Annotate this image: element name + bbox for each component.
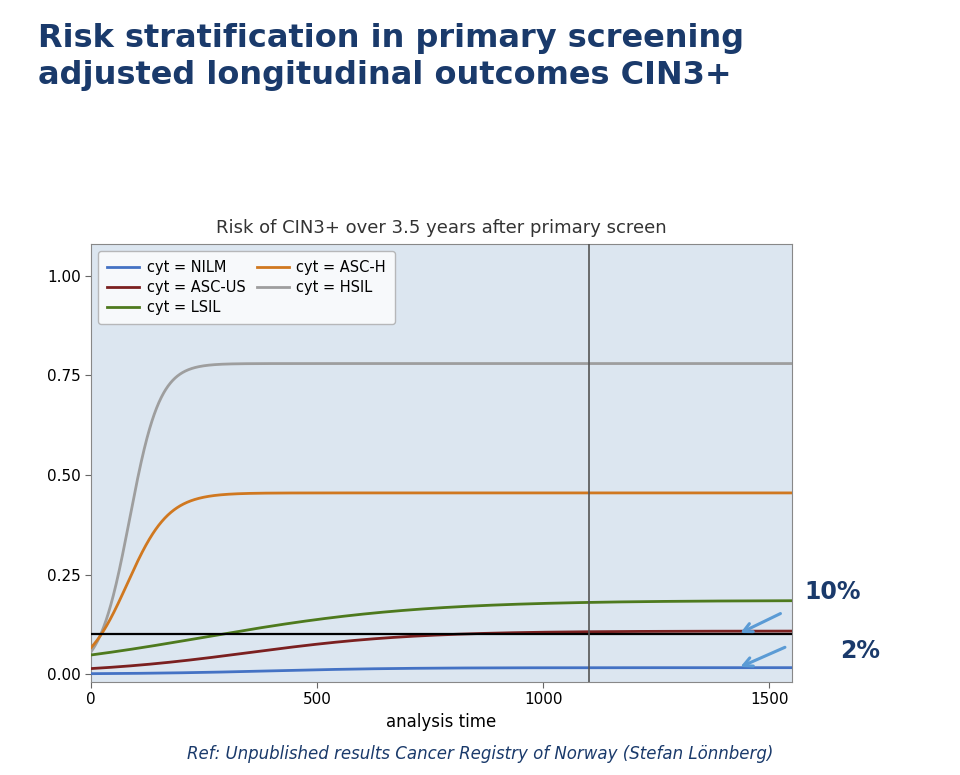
- Text: 10%: 10%: [804, 580, 861, 604]
- X-axis label: analysis time: analysis time: [387, 713, 496, 731]
- Legend: cyt = NILM, cyt = ASC-US, cyt = LSIL, cyt = ASC-H, cyt = HSIL, : cyt = NILM, cyt = ASC-US, cyt = LSIL, cy…: [99, 251, 395, 324]
- Text: Risk stratification in primary screening
adjusted longitudinal outcomes CIN3+: Risk stratification in primary screening…: [38, 23, 745, 91]
- Text: Ref: Unpublished results Cancer Registry of Norway (Stefan Lönnberg): Ref: Unpublished results Cancer Registry…: [187, 746, 773, 763]
- Title: Risk of CIN3+ over 3.5 years after primary screen: Risk of CIN3+ over 3.5 years after prima…: [216, 219, 667, 237]
- Text: 2%: 2%: [840, 639, 880, 663]
